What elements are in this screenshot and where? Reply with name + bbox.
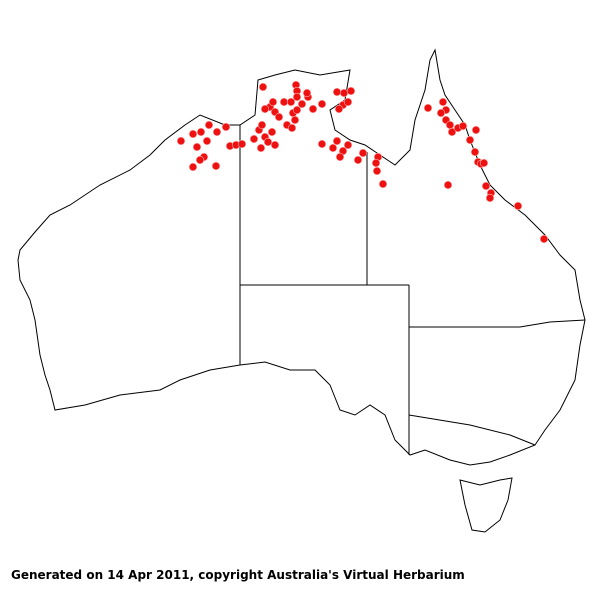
occurrence-point (334, 104, 344, 114)
occurrence-point (443, 180, 453, 190)
occurrence-point (436, 108, 446, 118)
occurrence-point (372, 166, 382, 176)
occurrence-point (332, 87, 342, 97)
occurrence-point (438, 97, 448, 107)
occurrence-point (267, 127, 277, 137)
occurrence-point (176, 136, 186, 146)
tasmania-outline (459, 477, 513, 533)
occurrence-point (279, 97, 289, 107)
copyright-footer: Generated on 14 Apr 2011, copyright Aust… (11, 568, 465, 582)
occurrence-point (287, 123, 297, 133)
occurrence-point (274, 112, 284, 122)
qld-nsw-border (409, 319, 586, 328)
occurrence-point (328, 143, 338, 153)
occurrence-point (212, 127, 222, 137)
occurrence-point (188, 129, 198, 139)
occurrence-point (346, 86, 356, 96)
occurrence-point (317, 139, 327, 149)
occurrence-point (335, 152, 345, 162)
occurrence-point (481, 181, 491, 191)
occurrence-point (221, 122, 231, 132)
occurrence-point (292, 92, 302, 102)
occurrence-point (237, 139, 247, 149)
occurrence-point (211, 161, 221, 171)
occurrence-point (260, 104, 270, 114)
occurrence-point (343, 140, 353, 150)
occurrence-point (353, 155, 363, 165)
occurrence-point (539, 234, 549, 244)
occurrence-point (249, 134, 259, 144)
occurrence-point (257, 120, 267, 130)
occurrence-point (192, 142, 202, 152)
occurrence-point (343, 97, 353, 107)
occurrence-point (465, 135, 475, 145)
occurrence-point (195, 155, 205, 165)
occurrence-point (204, 120, 214, 130)
occurrence-point (302, 88, 312, 98)
occurrence-point (358, 148, 368, 158)
mainland-outline (17, 48, 586, 466)
occurrence-point (268, 97, 278, 107)
nsw-vic-border (408, 414, 536, 446)
occurrence-point (458, 121, 468, 131)
occurrence-point (479, 158, 489, 168)
occurrence-point (445, 120, 455, 130)
occurrence-point (188, 162, 198, 172)
occurrence-point (447, 127, 457, 137)
occurrence-point (339, 88, 349, 98)
occurrence-point (471, 125, 481, 135)
occurrence-point (371, 158, 381, 168)
occurrence-point (485, 193, 495, 203)
occurrence-point (202, 136, 212, 146)
occurrence-point (286, 97, 296, 107)
occurrence-point (270, 140, 280, 150)
occurrence-point (290, 115, 300, 125)
occurrence-point (196, 127, 206, 137)
occurrence-point (423, 103, 433, 113)
occurrence-point (258, 82, 268, 92)
occurrence-point (332, 136, 342, 146)
occurrence-point (297, 99, 307, 109)
occurrence-point (308, 104, 318, 114)
occurrence-point (378, 179, 388, 189)
occurrence-point (256, 143, 266, 153)
occurrence-point (513, 201, 523, 211)
occurrence-point (263, 137, 273, 147)
occurrence-point (470, 147, 480, 157)
occurrence-point (317, 99, 327, 109)
occurrence-point (292, 105, 302, 115)
